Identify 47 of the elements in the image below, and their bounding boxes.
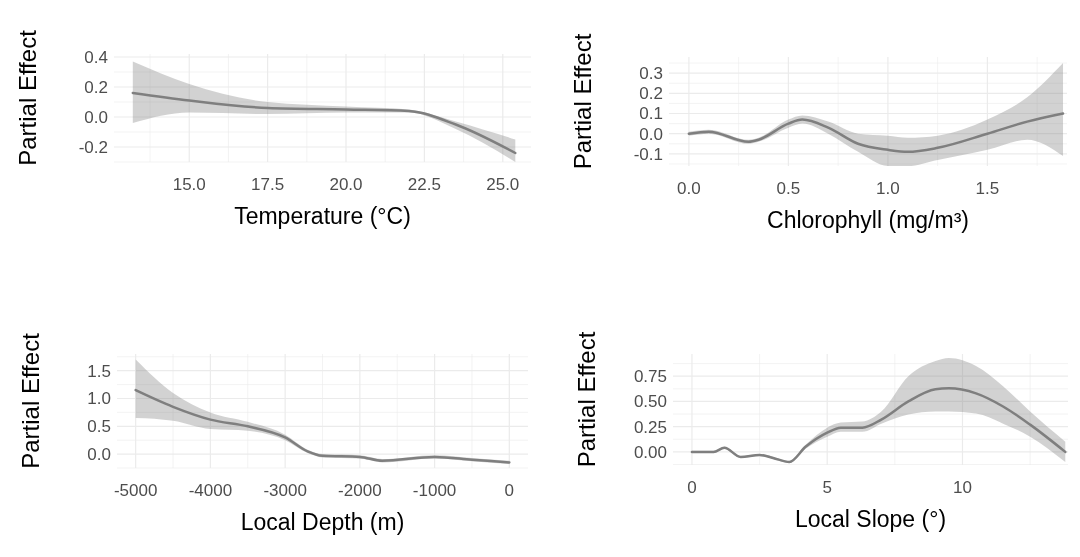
x-tick-label: 15.0 (172, 175, 206, 194)
y-tick-label: 0.2 (84, 77, 108, 97)
x-tick-label: -2000 (338, 481, 382, 500)
x-tick-label: -1000 (412, 481, 457, 500)
y-tick-label: 0.1 (639, 104, 663, 124)
y-tick-label: 1.5 (87, 361, 111, 381)
x-axis-title: Temperature (°C) (234, 203, 411, 229)
y-tick-label: 0.3 (639, 64, 663, 84)
line-series (690, 387, 1067, 464)
x-tick-label: 0 (504, 481, 515, 500)
y-tick-label: 0.0 (87, 445, 111, 465)
y-tick-label: 0.5 (87, 417, 111, 437)
x-tick-label: -3000 (263, 481, 307, 500)
y-axis-title: Partial Effect (17, 332, 44, 469)
y-tick-label: 0.0 (639, 124, 663, 144)
line-series (134, 388, 511, 464)
line-series (687, 112, 1065, 154)
x-tick-label: 1.5 (975, 179, 1000, 198)
y-axis-title: Partial Effect (569, 33, 596, 170)
y-tick-label: 0.0 (84, 107, 108, 127)
x-tick-label: 0 (687, 478, 697, 497)
y-axis-title: Partial Effect (573, 331, 600, 468)
x-axis-title: Local Depth (m) (240, 509, 405, 535)
x-tick-label: 5 (822, 478, 832, 497)
x-tick-label: 20.0 (329, 175, 363, 194)
x-tick-label: 25.0 (486, 175, 520, 194)
y-tick-label: 1.0 (87, 389, 111, 409)
y-tick-label: 0.4 (84, 47, 108, 67)
y-tick-label: -0.2 (78, 137, 108, 157)
x-tick-label: 0.0 (677, 179, 701, 198)
y-axis-title: Partial Effect (14, 29, 41, 166)
y-tick-label: 0.2 (639, 84, 663, 104)
x-axis-title: Chlorophyll (mg/m³) (767, 207, 969, 233)
x-tick-label: 17.5 (251, 175, 285, 194)
x-tick-label: -4000 (188, 481, 233, 500)
x-tick-label: -5000 (113, 481, 158, 500)
y-tick-label: 0.00 (633, 442, 667, 462)
line-series (131, 91, 517, 155)
x-axis-title: Local Slope (°) (794, 506, 947, 532)
y-tick-label: -0.1 (633, 144, 663, 164)
x-tick-label: 0.5 (776, 179, 801, 198)
x-tick-label: 22.5 (407, 175, 441, 194)
x-tick-label: 1.0 (876, 179, 900, 198)
y-tick-label: 0.25 (633, 417, 667, 437)
x-tick-label: 10 (953, 478, 972, 497)
y-tick-label: 0.75 (633, 367, 667, 387)
y-tick-label: 0.50 (633, 392, 667, 412)
